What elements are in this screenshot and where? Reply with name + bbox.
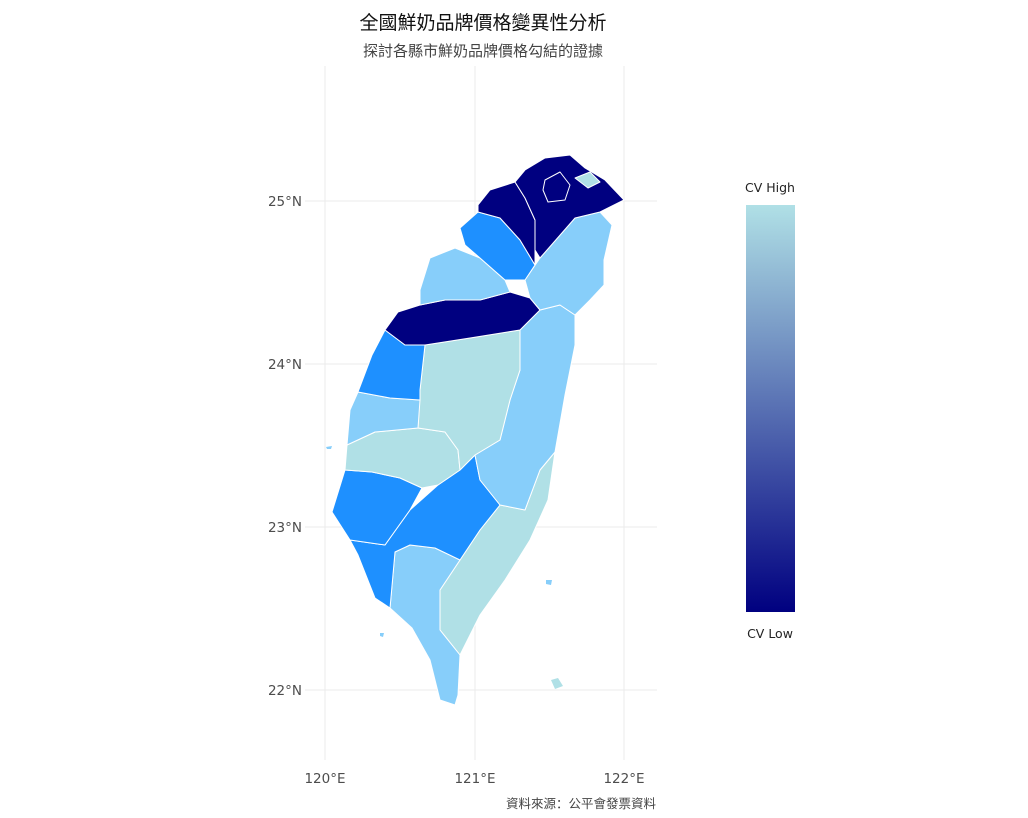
island-orchid — [551, 678, 563, 689]
x-axis-labels: 120°E 121°E 122°E — [304, 771, 644, 787]
source-caption: 資料來源：公平會發票資料 — [505, 796, 656, 811]
x-tick-label-120: 120°E — [304, 771, 345, 787]
x-tick-label-121: 121°E — [454, 771, 495, 787]
map-subtitle: 探討各縣市鮮奶品牌價格勾結的證據 — [362, 42, 603, 60]
y-tick-label-25: 25°N — [268, 194, 302, 210]
legend: CV High CV Low — [745, 180, 795, 641]
legend-low-label: CV Low — [747, 626, 793, 641]
island-green — [546, 580, 552, 585]
y-tick-label-22: 22°N — [268, 683, 302, 699]
region-keelung — [574, 171, 601, 189]
legend-color-bar — [746, 205, 795, 612]
regions — [331, 154, 625, 706]
island-liuqiu — [380, 633, 384, 637]
y-axis-labels: 25°N 24°N 23°N 22°N — [268, 194, 302, 699]
y-tick-label-23: 23°N — [268, 520, 302, 536]
map-title: 全國鮮奶品牌價格變異性分析 — [359, 12, 607, 34]
x-tick-label-122: 122°E — [603, 771, 644, 787]
islands — [326, 446, 563, 689]
legend-high-label: CV High — [745, 180, 795, 195]
region-taipei — [542, 171, 571, 203]
y-tick-label-24: 24°N — [268, 357, 302, 373]
region-miaoli — [419, 247, 511, 306]
island-waisanding — [326, 446, 332, 449]
